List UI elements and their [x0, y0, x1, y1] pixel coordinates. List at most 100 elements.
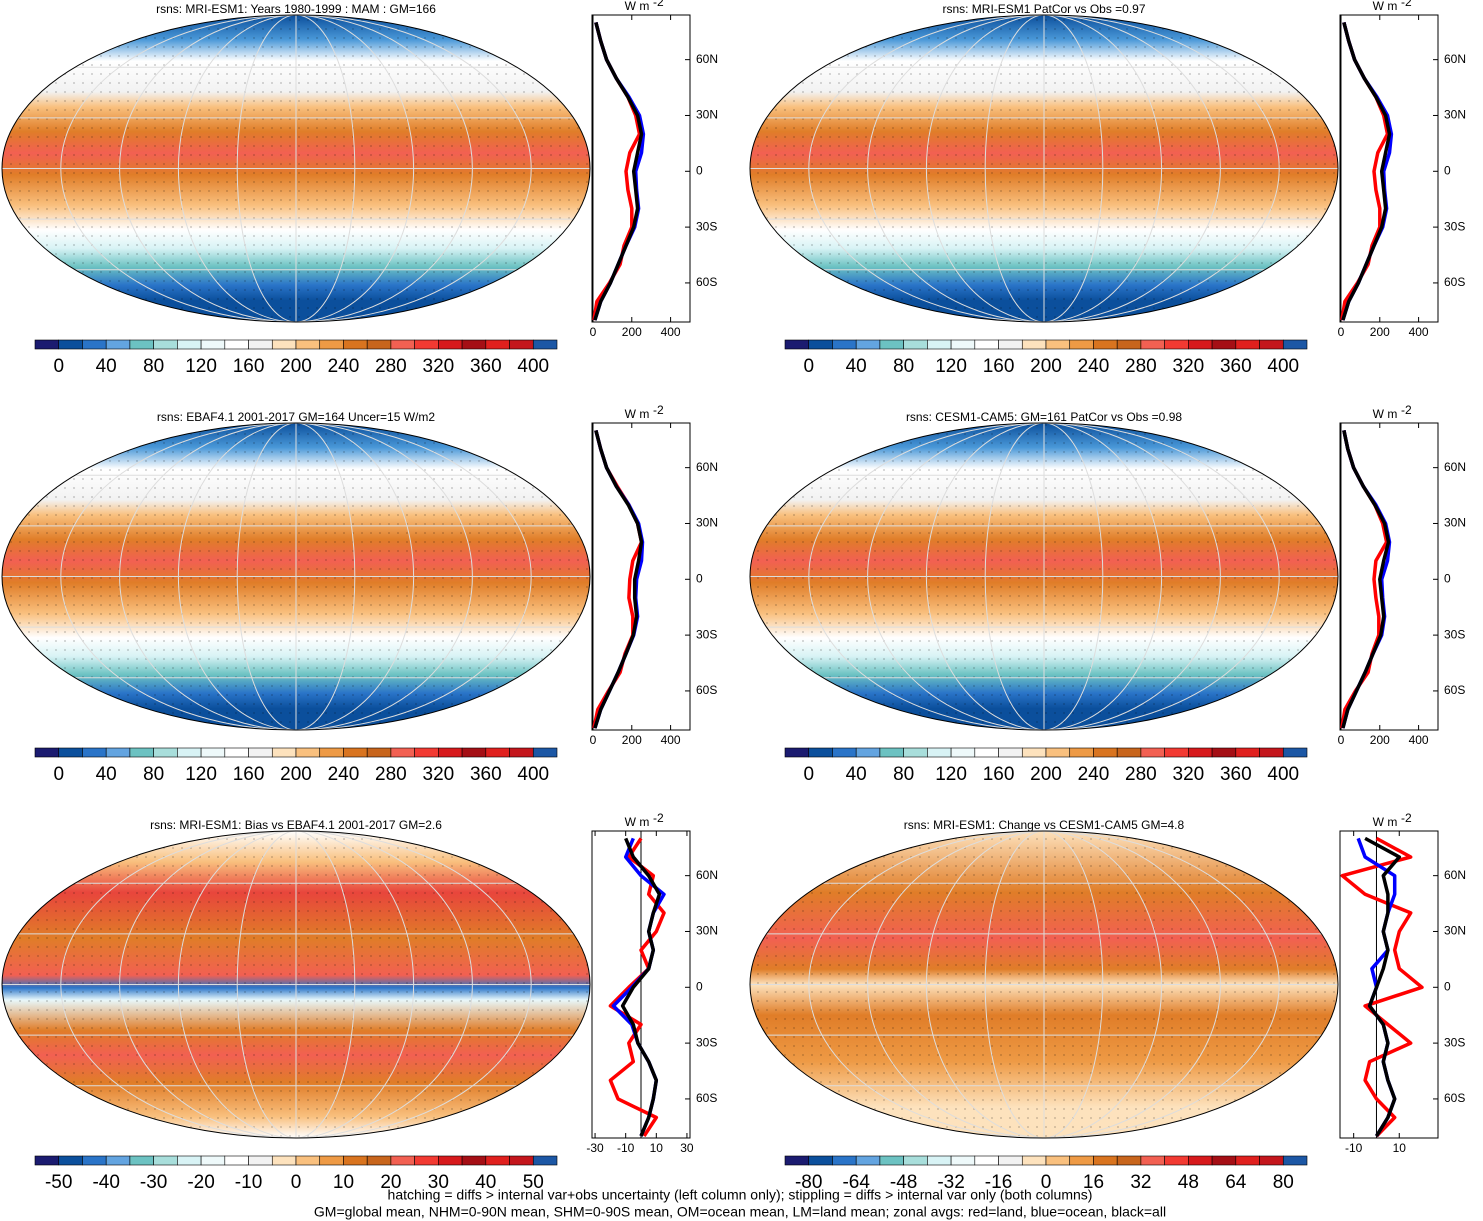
- zonal-line: [593, 21, 646, 321]
- colorbar-swatch: [390, 747, 415, 758]
- colorbar-swatch: [903, 339, 928, 350]
- colorbar-swatch: [319, 339, 344, 350]
- colorbar-label: 360: [1220, 764, 1252, 785]
- y-tick-label: 30S: [1444, 1035, 1465, 1049]
- zonal-line: [611, 837, 666, 1137]
- colorbar-swatch: [105, 1155, 131, 1166]
- colorbar-label: -50: [45, 1172, 72, 1193]
- y-tick-label: 30N: [1444, 924, 1466, 938]
- colorbar-swatch: [129, 339, 154, 350]
- x-tick-label: 400: [661, 325, 681, 339]
- zonal-line: [620, 837, 662, 1137]
- colorbar-swatch: [105, 747, 131, 758]
- unit-exponent: -2: [653, 811, 664, 825]
- colorbar-swatch: [855, 747, 881, 758]
- panel-title: rsns: MRI-ESM1: Change vs CESM1-CAM5 GM=…: [904, 818, 1185, 832]
- y-tick-label: 0: [696, 571, 703, 585]
- colorbar-swatch: [1164, 1155, 1189, 1166]
- colorbar-swatch: [974, 339, 999, 350]
- graticule: [808, 423, 1280, 730]
- colorbar-swatch: [271, 747, 297, 758]
- colorbar-swatch: [879, 747, 904, 758]
- colorbar-swatch: [1045, 747, 1071, 758]
- x-tick-label: 0: [590, 325, 597, 339]
- colorbar-swatch: [177, 1155, 202, 1166]
- colorbar-swatch: [295, 339, 321, 350]
- zonal-line: [1341, 430, 1391, 729]
- colorbar-label: 0: [291, 1172, 302, 1193]
- colorbar-label: 32: [1130, 1172, 1151, 1193]
- colorbar-swatch: [927, 339, 952, 350]
- colorbar-swatch: [82, 339, 107, 350]
- colorbar-swatch: [1282, 747, 1308, 758]
- colorbar-swatch: [950, 1155, 976, 1166]
- colorbar-swatch: [319, 747, 344, 758]
- colorbar-swatch: [438, 747, 463, 758]
- panel-title: rsns: MRI-ESM1 PatCor vs Obs =0.97: [942, 2, 1145, 16]
- colorbar-swatch: [1188, 747, 1213, 758]
- panel-title: rsns: MRI-ESM1: Bias vs EBAF4.1 2001-201…: [150, 818, 442, 832]
- colorbar-swatch: [1021, 747, 1047, 758]
- colorbar-swatch: [438, 1155, 463, 1166]
- y-tick-label: 30S: [1444, 219, 1465, 233]
- y-tick-label: 60S: [696, 1091, 717, 1105]
- map-border: [1, 830, 591, 1139]
- footer-line: GM=global mean, NHM=0-90N mean, SHM=0-90…: [314, 1204, 1166, 1220]
- colorbar-label: 320: [423, 356, 455, 377]
- colorbar-swatch: [1093, 1155, 1118, 1166]
- colorbar-swatch: [390, 1155, 415, 1166]
- colorbar-label: 160: [983, 356, 1015, 377]
- x-tick-label: 400: [1409, 325, 1429, 339]
- colorbar-label: 240: [1078, 764, 1110, 785]
- zonal-frame: [591, 14, 691, 323]
- colorbar-swatch: [414, 339, 439, 350]
- x-tick-label: -10: [1345, 1141, 1363, 1155]
- colorbar-label: 0: [803, 356, 814, 377]
- y-tick-label: 30N: [696, 516, 718, 530]
- y-tick-label: 30S: [1444, 627, 1465, 641]
- colorbar-swatch: [461, 1155, 487, 1166]
- colorbar-swatch: [927, 1155, 952, 1166]
- colorbar-swatch: [532, 747, 558, 758]
- colorbar-swatch: [343, 1155, 368, 1166]
- colorbar-swatch: [34, 747, 60, 758]
- map-border: [1, 422, 591, 731]
- map: [750, 15, 1338, 322]
- colorbar-label: 400: [1267, 356, 1299, 377]
- colorbar-swatch: [414, 747, 439, 758]
- colorbar-label: 320: [1173, 356, 1205, 377]
- colorbar-label: 160: [233, 764, 265, 785]
- colorbar-swatch: [271, 1155, 297, 1166]
- colorbar-label: -64: [842, 1172, 870, 1193]
- colorbar-label: 16: [1083, 1172, 1104, 1193]
- colorbar-swatch: [808, 339, 833, 350]
- colorbar-swatch: [1259, 1155, 1284, 1166]
- colorbar-swatch: [509, 747, 534, 758]
- colorbar-swatch: [485, 339, 510, 350]
- colorbar-swatch: [295, 1155, 321, 1166]
- colorbar-label: 400: [1267, 764, 1299, 785]
- colorbar-swatch: [808, 747, 833, 758]
- y-tick-label: 30S: [696, 1035, 717, 1049]
- y-tick-label: 60S: [1444, 683, 1465, 697]
- colorbar-label: 320: [1173, 764, 1205, 785]
- y-tick-label: 30S: [696, 219, 717, 233]
- colorbar-swatch: [461, 339, 487, 350]
- colorbar-label: 80: [893, 356, 914, 377]
- colorbar-swatch: [200, 747, 226, 758]
- colorbar-swatch: [1093, 339, 1118, 350]
- colorbar-swatch: [343, 747, 368, 758]
- unit-exponent: -2: [653, 403, 664, 417]
- y-tick-label: 60N: [696, 868, 718, 882]
- colorbar-swatch: [784, 339, 810, 350]
- colorbar-swatch: [808, 1155, 833, 1166]
- colorbar-swatch: [998, 339, 1023, 350]
- colorbar-swatch: [153, 339, 178, 350]
- x-tick-label: 400: [1409, 733, 1429, 747]
- zonal-frame: [1339, 422, 1439, 731]
- y-tick-label: 60N: [1444, 460, 1466, 474]
- x-tick-label: 10: [1393, 1141, 1407, 1155]
- colorbar-swatch: [879, 1155, 904, 1166]
- graticule: [177, 831, 415, 1138]
- colorbar-label: 20: [380, 1172, 401, 1193]
